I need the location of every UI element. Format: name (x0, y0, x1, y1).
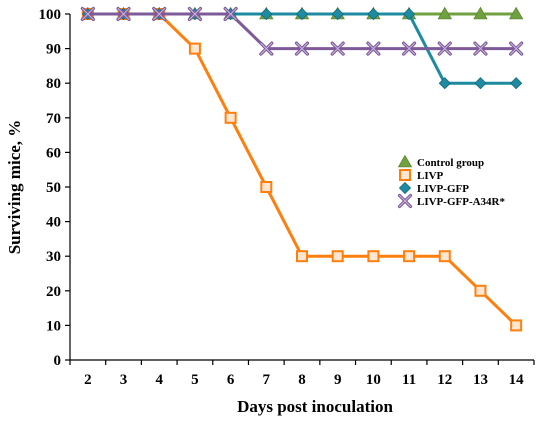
y-tick-label: 10 (46, 318, 61, 334)
data-point-livp-gfp-a34r (294, 41, 310, 56)
data-point-livp (403, 250, 416, 263)
data-point-livp-gfp-a34r (259, 41, 274, 56)
data-point-control-group (473, 6, 488, 20)
x-tick-label: 10 (366, 372, 381, 388)
data-point-livp (188, 42, 201, 55)
x-tick-label: 6 (227, 372, 235, 388)
x-tick-label: 2 (84, 372, 92, 388)
x-tick-label: 7 (263, 372, 271, 388)
legend-marker-livp (399, 169, 411, 181)
data-point-livp-gfp (510, 77, 523, 90)
data-point-livp-gfp (331, 7, 344, 21)
data-point-livp-gfp (474, 77, 487, 90)
data-point-livp-gfp-a34r (437, 41, 452, 56)
y-tick-label: 80 (46, 76, 61, 92)
data-point-livp-gfp-a34r (152, 6, 167, 22)
legend-label: LIVP-GFP (417, 183, 469, 195)
x-tick-label: 13 (473, 372, 488, 388)
x-tick-label: 9 (334, 372, 342, 388)
data-point-livp-gfp (260, 7, 273, 21)
legend-item-livp-gfp: LIVP-GFP (398, 181, 469, 195)
data-point-livp-gfp-a34r (187, 6, 203, 22)
data-point-livp (510, 319, 523, 332)
series-livp (81, 8, 523, 332)
axes: 0 10 20 30 40 50 60 70 80 90 100 2 3 4 5 6 7 8 9 10 11 12 13 14 (39, 7, 535, 388)
data-point-livp (367, 250, 380, 263)
x-tick-label: 11 (402, 372, 416, 388)
x-tick-label: 3 (120, 372, 128, 388)
legend-label: LIVP (417, 170, 444, 182)
y-tick-label: 0 (54, 353, 62, 369)
y-tick-label: 70 (46, 111, 61, 127)
legend-item-control-group: Control group (397, 154, 484, 169)
legend-label: Control group (417, 157, 484, 169)
data-point-control-group (508, 6, 524, 20)
legend-marker-livp-gfp-a34r (397, 193, 413, 209)
data-point-livp-gfp-a34r (223, 6, 238, 22)
legend-item-livp-gfp-a34r: LIVP-GFP-A34R* (397, 193, 505, 209)
data-point-livp (438, 250, 451, 263)
data-point-livp-gfp-a34r (116, 6, 131, 22)
y-tick-label: 40 (46, 215, 61, 231)
legend-marker-livp-gfp (398, 181, 412, 195)
y-tick-label: 60 (46, 145, 61, 161)
data-point-livp-gfp (403, 7, 416, 21)
legend-item-livp: LIVP (399, 169, 444, 182)
data-point-livp (224, 111, 237, 124)
data-point-livp-gfp-a34r (401, 41, 417, 56)
series-lines (80, 6, 524, 332)
x-tick-label: 4 (155, 372, 163, 388)
data-point-livp-gfp-a34r (509, 41, 524, 56)
data-point-livp (474, 284, 487, 297)
y-tick-label: 20 (46, 284, 61, 300)
x-axis-title: Days post inoculation (237, 397, 393, 416)
y-tick-label: 90 (46, 42, 61, 58)
data-point-livp (296, 250, 308, 263)
y-tick-label: 50 (46, 180, 61, 196)
data-point-livp-gfp (438, 77, 451, 90)
data-point-control-group (437, 6, 452, 20)
series-line-livp (87, 12, 518, 327)
data-point-livp-gfp-a34r (330, 41, 345, 56)
data-point-livp (260, 181, 273, 193)
x-tick-label: 8 (298, 372, 306, 388)
data-point-livp-gfp-a34r (473, 41, 488, 56)
data-point-livp-gfp-a34r (366, 41, 381, 56)
x-tick-label: 12 (437, 372, 452, 388)
data-point-livp (331, 250, 344, 263)
data-point-livp-gfp (295, 7, 309, 21)
y-tick-label: 30 (46, 249, 61, 265)
y-tick-label: 100 (39, 7, 62, 23)
data-point-livp-gfp (367, 7, 380, 21)
y-axis-title: Surviving mice, % (5, 120, 24, 255)
legend-marker-control-group (397, 154, 413, 168)
x-tick-label: 5 (191, 372, 199, 388)
data-point-livp-gfp-a34r (80, 6, 95, 22)
x-tick-label: 14 (509, 372, 525, 388)
series-livp-gfp-a34r (80, 6, 524, 56)
legend-label: LIVP-GFP-A34R* (417, 196, 505, 208)
